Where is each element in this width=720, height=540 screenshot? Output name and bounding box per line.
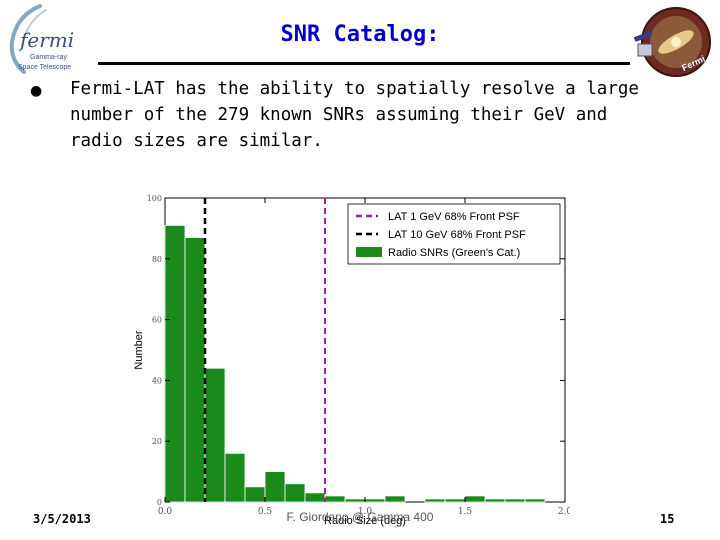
legend-label: LAT 1 GeV 68% Front PSF: [388, 211, 520, 223]
x-axis-ticks: 0.0 0.5 1.0 1.5 2.0: [158, 198, 570, 517]
histogram-bar: [264, 471, 286, 503]
y-tick-label: 20: [152, 437, 162, 446]
fermi-logo-wordmark: fermi: [18, 28, 74, 52]
histogram-bar: [224, 452, 246, 503]
histogram-bar: [364, 498, 386, 503]
mission-patch-logo: Fermi: [633, 7, 711, 77]
bullet-text: Fermi-LAT has the ability to spatially r…: [70, 79, 639, 151]
histogram-bar: [304, 492, 326, 503]
legend-label: Radio SNRs (Green's Cat.): [388, 247, 520, 259]
fermi-logo-line1: Gamma-ray: [30, 54, 67, 61]
y-tick-label: 100: [147, 194, 162, 203]
y-axis-label: Number: [133, 330, 145, 369]
x-tick-label: 1.5: [458, 507, 473, 517]
x-tick-label: 0.5: [258, 507, 273, 517]
y-tick-label: 60: [152, 316, 162, 325]
histogram-bar: [504, 498, 526, 503]
histogram-bar: [204, 367, 226, 503]
histogram-bar: [324, 495, 346, 503]
histogram-bar: [184, 237, 206, 503]
x-tick-label: 0.0: [158, 507, 173, 517]
histogram-bar: [244, 486, 266, 503]
histogram-bar: [344, 498, 366, 503]
y-tick-label: 80: [152, 255, 162, 264]
legend-box: [347, 203, 561, 265]
title-underline: [98, 62, 630, 65]
histogram-bar: [424, 498, 446, 503]
snr-size-histogram: 0.0 0.5 1.0 1.5 2.0 0 20 40 60 80 100 Radio Size …: [133, 194, 570, 527]
x-axis-label: Radio Size (deg): [324, 515, 406, 527]
footer-date: 3/5/2013: [33, 512, 91, 526]
y-axis-ticks: 0 20 40 60 80 100: [147, 194, 565, 507]
chart-legend: LAT 1 GeV 68% Front PSF LAT 10 GeV 68% Fr…: [347, 203, 561, 265]
slide-title: SNR Catalog:: [280, 22, 440, 47]
legend-label: LAT 10 GeV 68% Front PSF: [388, 229, 526, 241]
bullet-marker: ●: [30, 83, 43, 99]
histogram-bar: [524, 498, 546, 503]
x-tick-label: 1.0: [358, 507, 373, 517]
legend-swatch-bar: [356, 247, 382, 257]
y-tick-label: 0: [157, 498, 162, 507]
histogram-bar: [384, 495, 406, 503]
slide-number: 15: [660, 512, 675, 526]
histogram-bar: [284, 483, 306, 503]
histogram-bar: [484, 498, 506, 503]
fermi-logo-line2: Space Telescope: [18, 64, 71, 71]
histogram-bars: [164, 224, 546, 503]
fermi-logo: fermi Gamma-ray Space Telescope: [9, 4, 74, 74]
histogram-bar: [164, 224, 186, 503]
y-tick-label: 40: [152, 376, 162, 385]
histogram-bar: [464, 495, 486, 503]
footer-author: F. Giordano @ Gamma 400: [286, 510, 434, 524]
psf-lines: [203, 198, 326, 502]
x-tick-label: 2.0: [558, 507, 570, 517]
histogram-bar: [444, 498, 466, 503]
